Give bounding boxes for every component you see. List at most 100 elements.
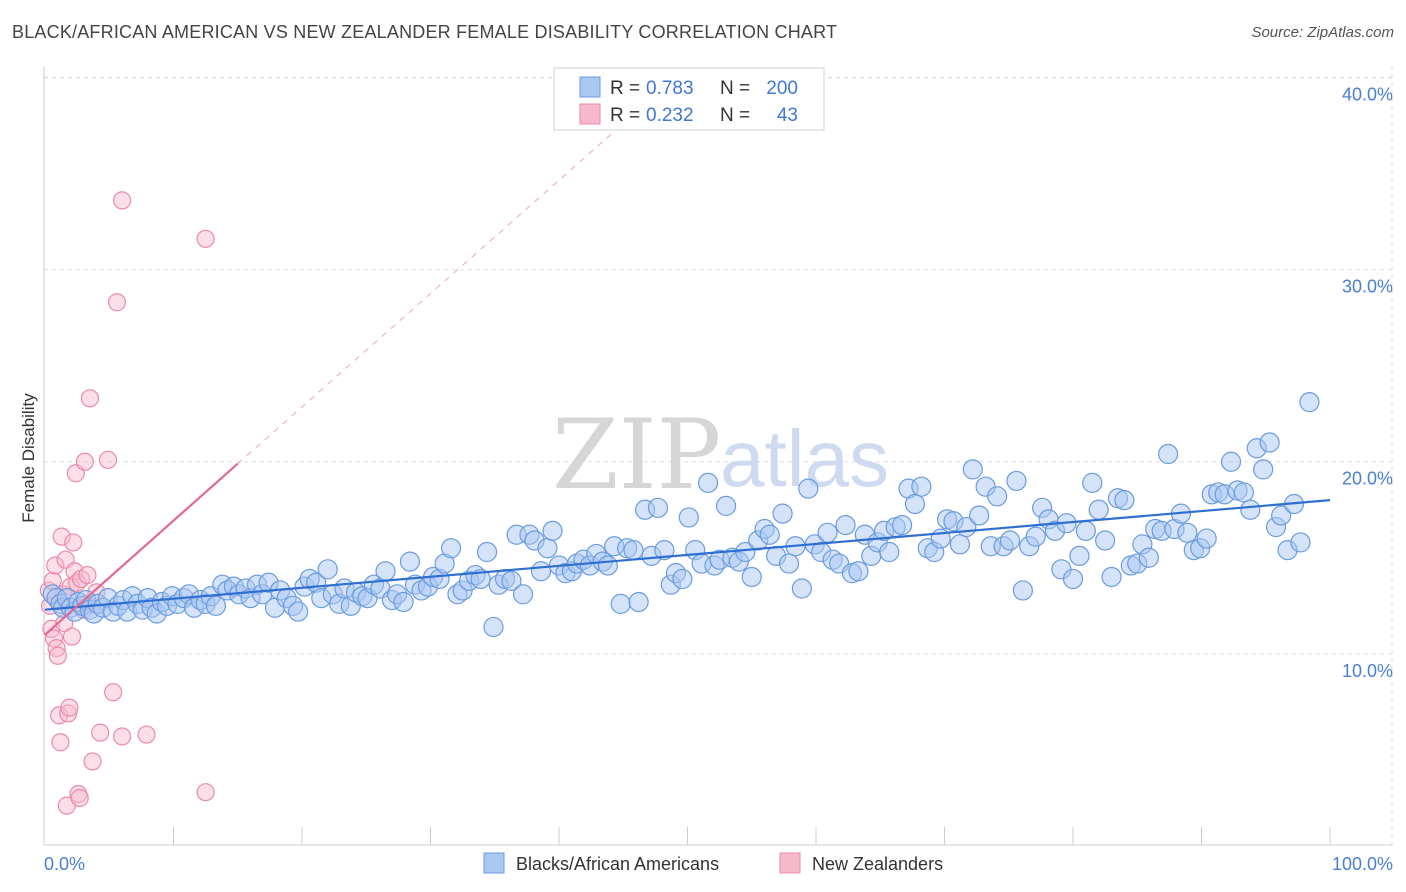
blue-point-87 (512, 584, 534, 605)
axes (43, 66, 1392, 846)
pink-point-37 (107, 293, 127, 312)
blue-point-200 (1220, 451, 1242, 472)
blue-point-187 (1138, 547, 1159, 568)
blue-point-85 (501, 570, 522, 591)
blue-point-54 (317, 559, 338, 580)
blue-point-124 (741, 566, 762, 588)
blue-point-110 (654, 539, 675, 561)
blue-point-81 (476, 541, 498, 563)
blue-point-75 (440, 538, 462, 559)
pink-trend-line-extension (237, 123, 624, 465)
blue-point-82 (483, 616, 504, 638)
blue-point-113 (672, 568, 693, 590)
blue-point-160 (969, 505, 990, 526)
blue-point-151 (911, 476, 932, 497)
legend-r-label-blue: R = (610, 78, 640, 99)
legend-n-label-blue: N = (720, 78, 750, 99)
blue-point-159 (962, 459, 983, 480)
pink-point-19 (64, 533, 83, 552)
pink-point-15 (59, 704, 78, 723)
blue-point-167 (1012, 580, 1033, 601)
pink-point-38 (112, 727, 132, 746)
pink-point-39 (112, 191, 132, 210)
y-tick-label-0: 10.0% (1342, 661, 1393, 681)
blue-point-106 (628, 591, 649, 613)
y-axis-label: Female Disability (19, 393, 38, 523)
blue-point-193 (1177, 522, 1198, 543)
legend-swatch-blue (579, 76, 601, 98)
pink-point-40 (137, 725, 156, 744)
legend-box: R = 0.783 N = 200 R = 0.232 N = 43 (553, 67, 825, 131)
blue-point-120 (715, 495, 737, 517)
blue-point-64 (375, 561, 396, 582)
blue-point-105 (623, 539, 644, 561)
blue-point-180 (1095, 530, 1116, 551)
blue-point-205 (1253, 459, 1274, 480)
pink-point-35 (98, 450, 118, 469)
blue-point-165 (999, 530, 1021, 551)
blue-point-190 (1157, 443, 1179, 465)
legend-r-label-pink: R = (610, 105, 640, 126)
blue-point-166 (1006, 470, 1027, 492)
pink-point-24 (70, 788, 89, 808)
blue-point-212 (1299, 392, 1320, 413)
blue-point-146 (879, 541, 900, 563)
blue-point-203 (1240, 499, 1261, 520)
pink-point-34 (91, 723, 110, 742)
blue-point-141 (848, 561, 869, 582)
blue-trend-line (44, 499, 1331, 611)
trend-lines (44, 123, 1331, 636)
blue-point-150 (904, 493, 926, 515)
blue-point-183 (1114, 490, 1135, 511)
blue-point-175 (1062, 568, 1084, 590)
blue-point-49 (288, 601, 309, 622)
blue-point-127 (759, 524, 780, 545)
blue-point-202 (1233, 482, 1255, 503)
source-credit: Source: ZipAtlas.com (1251, 24, 1394, 41)
blue-point-109 (647, 497, 669, 518)
blue-point-178 (1082, 472, 1103, 493)
pink-point-6 (47, 638, 66, 658)
pink-point-32 (83, 752, 102, 771)
pink-trend-line (44, 462, 239, 636)
pink-point-41 (196, 229, 215, 248)
pink-point-9 (51, 733, 70, 752)
bottom-legend-swatch-blue (483, 852, 505, 874)
blue-point-90 (530, 561, 552, 582)
blue-point-114 (678, 507, 699, 528)
chart-title: BLACK/AFRICAN AMERICAN VS NEW ZEALANDER … (12, 22, 838, 42)
bottom-legend-label-blue: Blacks/African Americans (516, 854, 719, 874)
pink-point-7 (48, 646, 67, 665)
tick-labels: 10.0% 20.0% 30.0% 40.0% 0.0% 100.0% (44, 84, 1393, 874)
watermark-zip: ZIP (552, 399, 721, 511)
legend-n-value-blue: 200 (766, 78, 798, 99)
blue-point-35 (205, 595, 227, 616)
blue-point-92 (542, 520, 563, 541)
blue-point-132 (791, 578, 812, 599)
pink-point-5 (46, 556, 65, 575)
blue-point-176 (1069, 545, 1090, 566)
blue-point-196 (1196, 528, 1217, 549)
blue-point-181 (1101, 566, 1122, 588)
blue-point-148 (891, 515, 913, 536)
blue-point-123 (735, 541, 756, 563)
blue-point-129 (772, 503, 793, 524)
pink-series-points (39, 191, 215, 815)
pink-point-36 (104, 683, 123, 702)
blue-point-80 (470, 568, 491, 590)
blue-point-136 (817, 522, 838, 543)
x-tick-label-1: 100.0% (1332, 854, 1393, 874)
blue-point-103 (610, 593, 631, 615)
y-tick-label-3: 40.0% (1342, 84, 1393, 104)
blue-point-117 (697, 472, 719, 493)
blue-point-206 (1259, 432, 1280, 453)
blue-point-101 (597, 555, 618, 576)
blue-point-139 (835, 515, 856, 536)
pink-point-10 (52, 527, 71, 546)
legend-r-value-blue: 0.783 (646, 78, 694, 99)
blue-point-68 (399, 551, 421, 572)
blue-point-163 (987, 486, 1008, 507)
bottom-legend: Blacks/African Americans New Zealanders (483, 852, 943, 874)
pink-point-28 (75, 452, 94, 471)
